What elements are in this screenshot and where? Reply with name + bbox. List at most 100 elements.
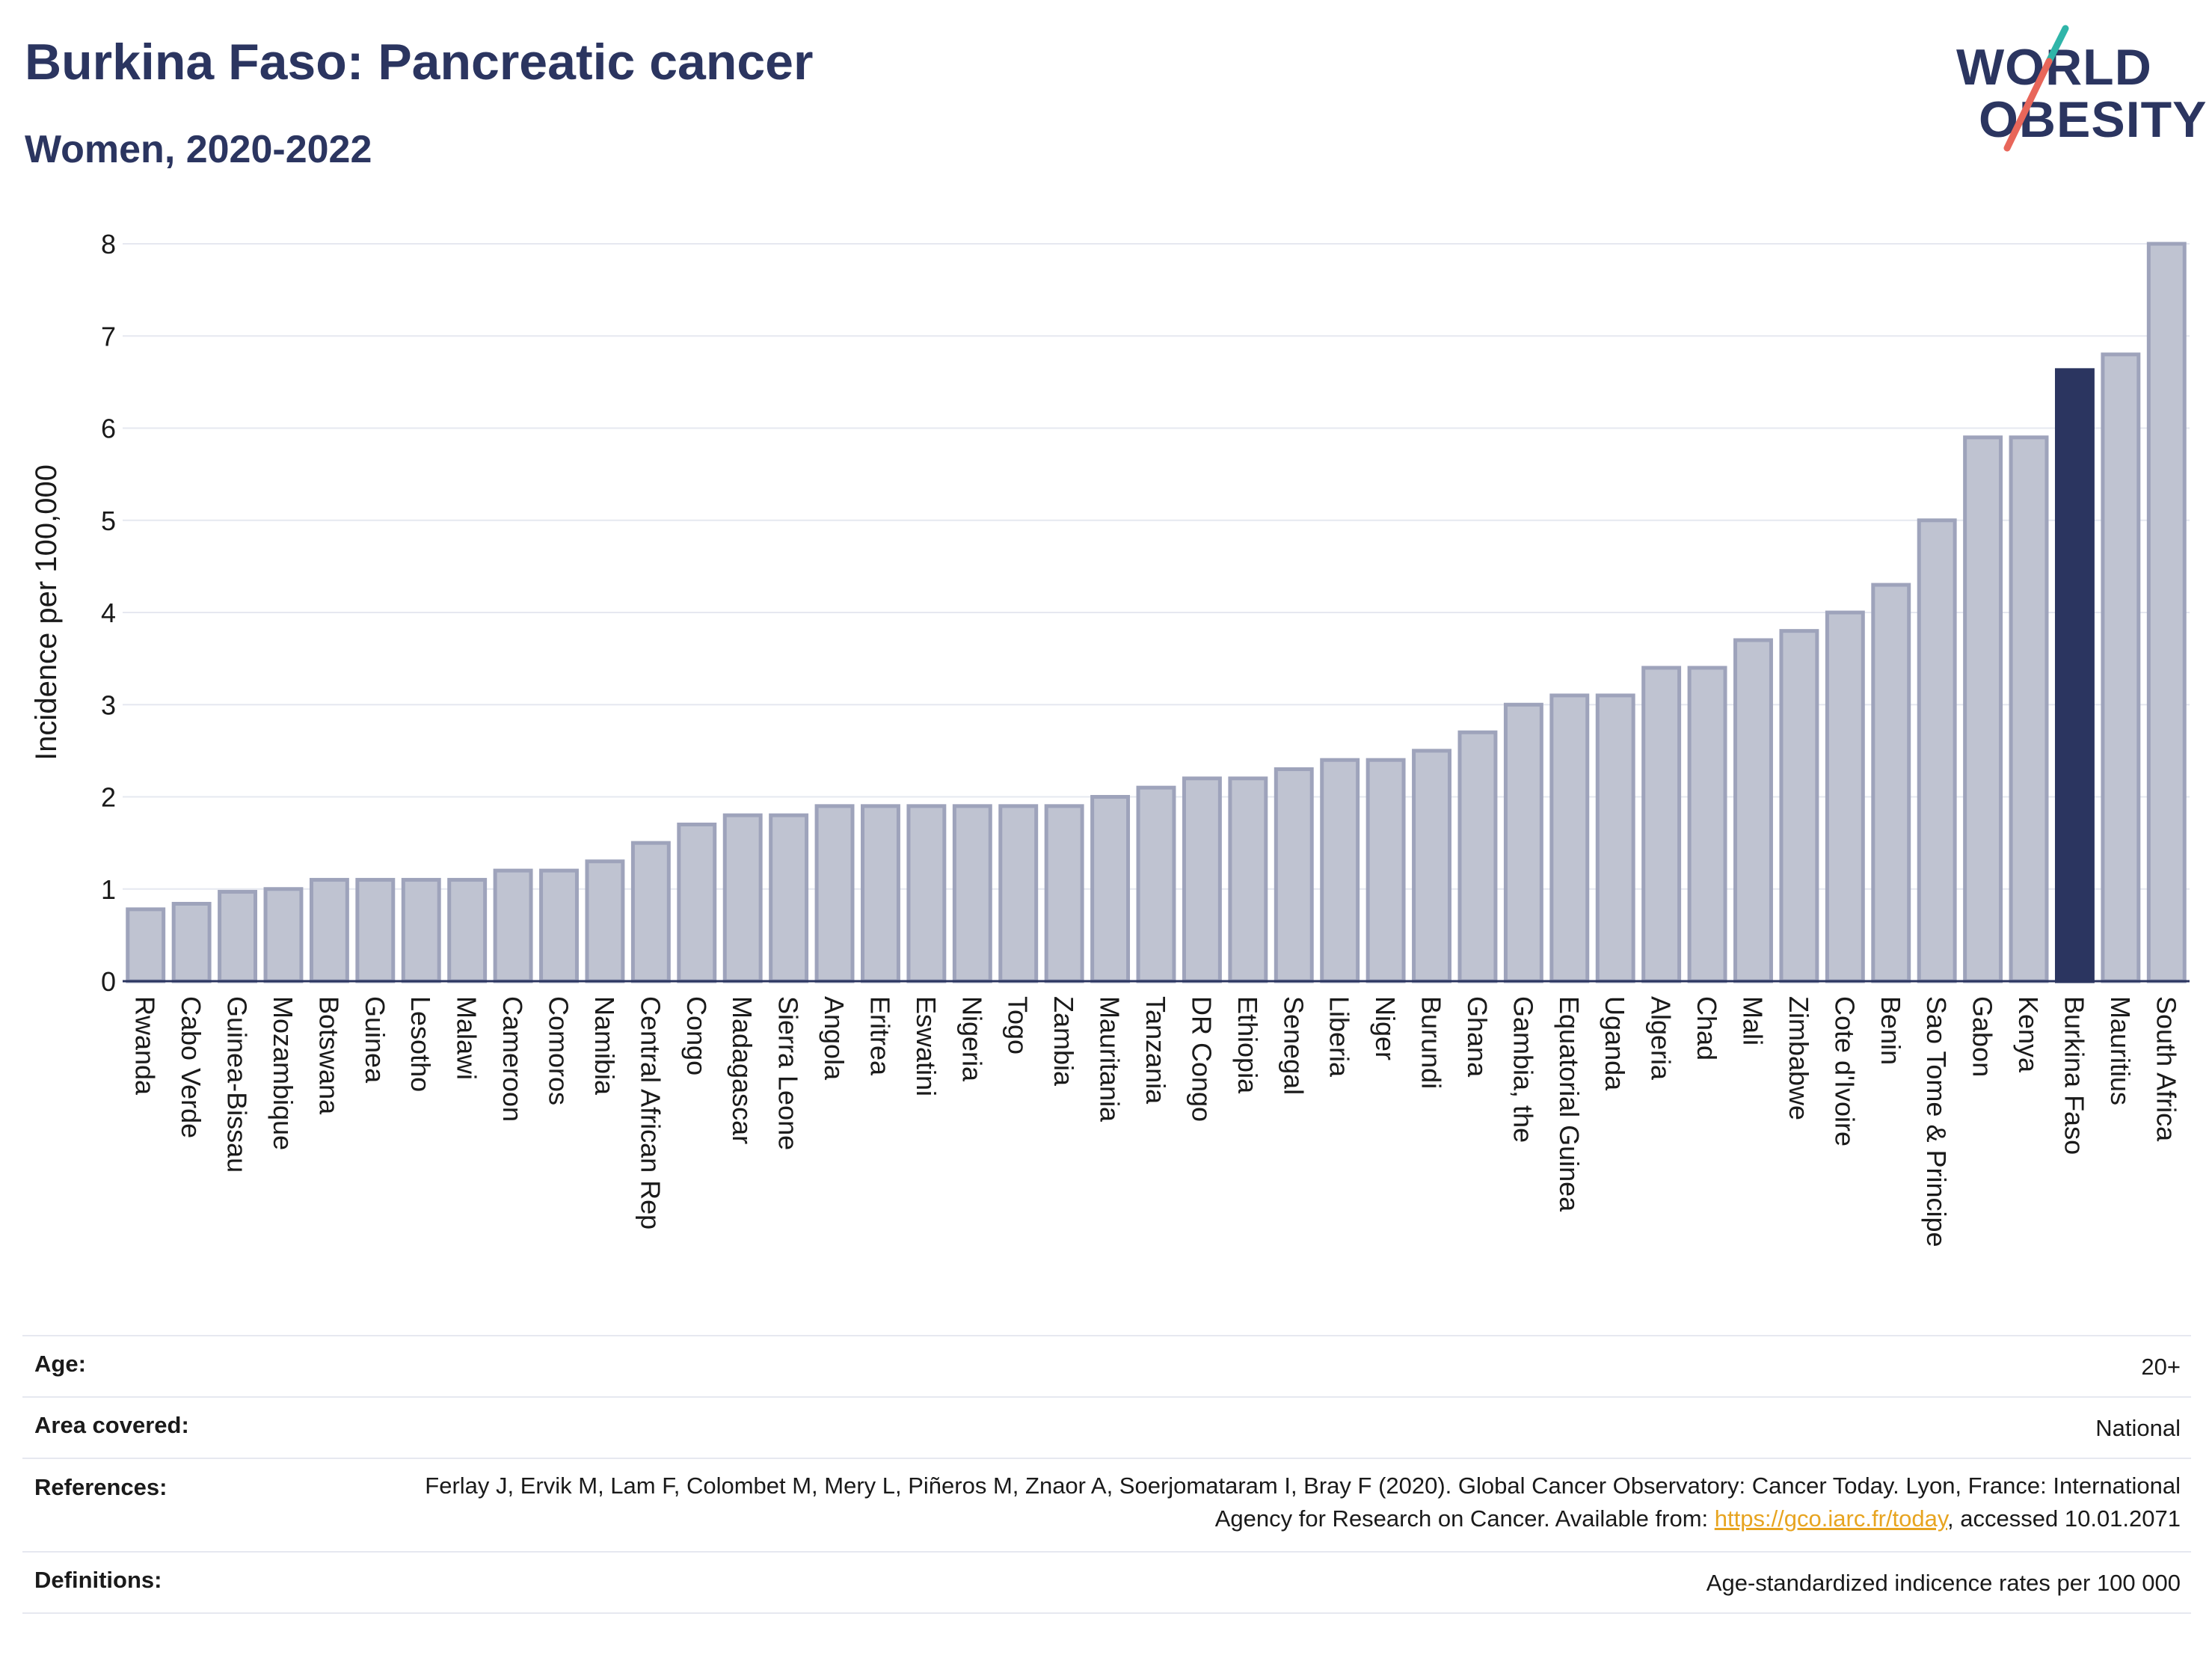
references-link[interactable]: https://gco.iarc.fr/today [1714,1505,1948,1532]
x-tick-label: Equatorial Guinea [1554,996,1585,1212]
info-row-definitions: Definitions: Age-standardized indicence … [22,1553,2191,1614]
logo-line2: OBESITY [1979,91,2208,148]
x-tick-label: Cote d'Ivoire [1829,996,1860,1146]
y-tick-label: 6 [101,414,116,444]
y-axis-title: Incidence per 100,000 [30,464,63,761]
page-title: Burkina Faso: Pancreatic cancer [25,34,814,90]
info-table: Age: 20+ Area covered: National Referenc… [22,1335,2191,1614]
x-tick-label: Lesotho [405,996,436,1092]
y-tick-label: 8 [101,229,116,260]
x-tick-label: Madagascar [727,996,758,1144]
info-row-references: References: Ferlay J, Ervik M, Lam F, Co… [22,1459,2191,1553]
bar [171,901,212,983]
bar [2009,435,2049,983]
x-tick-label: Algeria [1646,996,1677,1081]
x-tick-label: DR Congo [1186,996,1217,1122]
bar [1549,693,1590,983]
bar [769,813,809,983]
x-tick-label: Tanzania [1140,996,1171,1105]
references-label: References: [34,1474,168,1500]
x-tick-label: Togo [1003,996,1033,1054]
bar-chart: 0 1 2 3 4 5 6 7 8 Incidence per 100,000 Rwanda Cabo… [30,229,2190,1247]
x-tick-label: Benin [1875,996,1906,1065]
bar [2101,352,2141,983]
x-tick-label: Mali [1737,996,1768,1045]
y-tick-label: 3 [101,690,116,720]
x-tick-label: Niger [1370,996,1401,1060]
bar [1917,518,1957,983]
bar [263,887,304,983]
bar [630,841,671,983]
x-tick-label: Namibia [589,996,620,1096]
page-subtitle: Women, 2020-2022 [25,128,372,171]
bar [1228,776,1268,983]
bar [493,868,533,983]
definitions-label: Definitions: [34,1567,162,1593]
x-tick-label: Angola [819,996,850,1081]
bar [1182,776,1222,983]
bar [126,907,166,983]
bar [861,804,900,983]
x-tick-label: Ethiopia [1232,996,1263,1094]
x-tick-label: Central African Rep [635,996,666,1229]
x-tick-label: Liberia [1324,996,1355,1078]
age-label: Age: [34,1351,86,1377]
x-tick-label: Eritrea [864,996,895,1076]
area-label: Area covered: [34,1412,189,1438]
bar [1274,767,1314,983]
info-row-area: Area covered: National [22,1398,2191,1459]
x-tick-label: Malawi [452,996,482,1080]
bar [1365,758,1406,983]
area-value: National [2095,1415,2181,1441]
bar [1733,638,1773,983]
x-tick-label: Mauritania [1095,996,1125,1123]
bar [1825,610,1865,983]
x-tick-label: Congo [681,996,712,1075]
x-tick-label: Sierra Leone [773,996,804,1150]
bar [1412,749,1451,983]
bar [1503,702,1543,983]
x-tick-label: Comoros [544,996,574,1105]
x-tick-label: Gambia, the [1508,996,1538,1143]
x-tick-label: Kenya [2013,996,2044,1073]
bar [998,804,1039,983]
definitions-value: Age-standardized indicence rates per 100… [1706,1570,2181,1596]
world-obesity-logo: WORLD OBESITY [1944,22,2207,157]
bar [355,877,396,983]
bar [218,889,258,983]
x-tick-label: Senegal [1278,996,1309,1095]
y-tick-label: 2 [101,782,116,813]
y-tick-label: 5 [101,506,116,536]
bar [1641,666,1682,983]
bar [447,877,488,983]
x-tick-label: Sao Tome & Principe [1921,996,1952,1247]
bar [1090,795,1131,983]
bar [401,877,441,983]
x-tick-label: Burkina Faso [2059,996,2089,1155]
x-tick-label: Nigeria [956,996,987,1082]
x-tick-label: Guinea [360,996,390,1084]
bar [952,804,992,983]
x-tick-label: Mauritius [2105,996,2136,1105]
age-value: 20+ [2141,1354,2181,1380]
logo-slash-icon [2003,25,2069,152]
bar [2146,242,2187,983]
bar [1963,435,2003,983]
references-value: Ferlay J, Ervik M, Lam F, Colombet M, Me… [33,1459,2181,1535]
x-tick-label: Mozambique [268,996,298,1150]
bar [1595,693,1635,983]
x-tick-label: Gabon [1967,996,1998,1077]
x-tick-label: Burundi [1416,996,1447,1089]
references-text: Ferlay J, Ervik M, Lam F, Colombet M, Me… [425,1473,2181,1532]
bar [309,877,349,983]
bar-highlight [2054,368,2095,983]
x-tick-label: Zimbabwe [1784,996,1814,1120]
x-tick-label: Guinea-Bissau [222,996,253,1173]
references-accessed: , accessed 10.01.2071 [1947,1505,2181,1532]
x-tick-label: Cabo Verde [176,996,206,1138]
x-tick-label: Botswana [313,996,344,1115]
bar [1871,583,1911,983]
bar [1457,730,1498,983]
x-tick-label: Chad [1692,996,1722,1060]
bar [722,813,763,983]
